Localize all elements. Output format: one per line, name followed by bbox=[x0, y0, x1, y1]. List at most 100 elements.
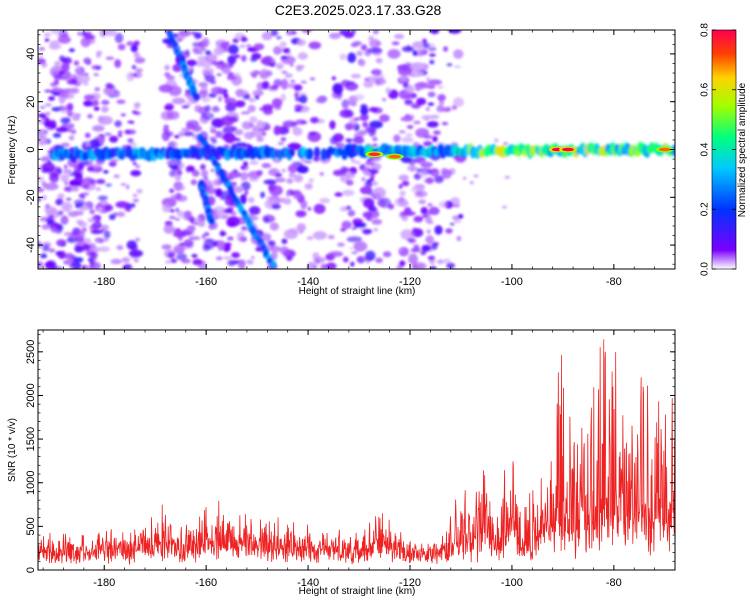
spectrogram-cell bbox=[239, 44, 246, 48]
spectrogram-cell bbox=[191, 169, 200, 177]
spectrogram-cell bbox=[43, 182, 59, 191]
spectrogram-cell bbox=[312, 230, 327, 240]
spectrogram-cell bbox=[193, 218, 203, 223]
spectrogram-cell bbox=[38, 197, 42, 202]
spectrogram-cell bbox=[433, 168, 438, 172]
spectrogram-cell bbox=[420, 161, 433, 168]
spectrogram-cell bbox=[200, 163, 206, 171]
spectrogram-cell bbox=[101, 99, 110, 106]
spectrogram-cell bbox=[166, 159, 179, 165]
spectrogram-cell bbox=[350, 103, 357, 107]
spectrogram-cell bbox=[201, 234, 206, 239]
spectrogram-cell bbox=[78, 193, 84, 198]
spectrogram-cell bbox=[420, 206, 428, 215]
oblique-track-cell bbox=[193, 93, 200, 101]
spectrogram-cell bbox=[123, 263, 133, 269]
spectrogram-cell bbox=[249, 176, 259, 182]
spectrogram-cell bbox=[116, 99, 126, 104]
spectrogram-cell bbox=[329, 136, 338, 145]
spectrogram-cell bbox=[181, 105, 190, 109]
spectrogram-cell bbox=[201, 112, 215, 121]
colorbar-tick-label: 0.6 bbox=[700, 82, 711, 96]
spectrogram-cell bbox=[68, 135, 75, 141]
spectrogram-cell bbox=[473, 174, 479, 178]
spectrogram-cell bbox=[289, 63, 294, 67]
colorbar: 0.0 0.2 0.4 0.6 0.8 Normalized spectral ampl… bbox=[700, 23, 749, 276]
spectrogram-cell bbox=[204, 105, 211, 112]
spectrogram-cell bbox=[244, 190, 249, 196]
spectrogram-cell bbox=[391, 41, 400, 46]
spectrogram-cell bbox=[60, 174, 70, 182]
spectrogram-cell bbox=[223, 256, 232, 260]
snr-series-line bbox=[38, 339, 675, 565]
spectrogram-cell bbox=[350, 73, 361, 79]
spectrogram-cell bbox=[297, 52, 308, 60]
spectrogram-cell bbox=[254, 94, 260, 100]
spectrogram-cell bbox=[182, 131, 194, 137]
spectrogram-cell bbox=[426, 234, 434, 243]
spectrogram-cell bbox=[353, 94, 365, 101]
spectrogram-cell bbox=[441, 122, 449, 126]
spectrogram-cell bbox=[95, 179, 106, 185]
spectrogram-cell bbox=[393, 134, 401, 143]
spectrogram-cell bbox=[48, 248, 56, 253]
spectrogram-cell bbox=[274, 177, 286, 183]
spectrogram-cell bbox=[295, 210, 307, 218]
spectrogram-cell bbox=[130, 44, 138, 53]
spectrogram-cell bbox=[280, 137, 287, 142]
spectrogram-cell bbox=[270, 30, 278, 37]
spectrogram-cell bbox=[108, 85, 116, 89]
spectrogram-cell bbox=[362, 198, 375, 209]
snr-y-label: SNR (10 * v/v) bbox=[7, 418, 18, 482]
spectrogram-cell bbox=[210, 129, 217, 134]
spectrogram-cell bbox=[103, 86, 117, 96]
spectrogram-cell bbox=[38, 261, 44, 269]
spectrogram-cell bbox=[42, 194, 47, 201]
spectrogram-cell bbox=[315, 97, 327, 104]
spectrogram-cell bbox=[114, 120, 122, 128]
spectrogram-cell bbox=[54, 60, 61, 67]
spectrogram-cell bbox=[136, 188, 143, 194]
snr-frame bbox=[37, 329, 676, 571]
spectrogram-cell bbox=[96, 66, 101, 70]
spectrogram-cell bbox=[38, 187, 45, 193]
spectrogram-cell bbox=[240, 35, 247, 43]
spectrogram-cell bbox=[66, 78, 78, 85]
spectrogram-cell bbox=[76, 74, 90, 84]
spectrogram-cell bbox=[59, 105, 64, 110]
spectrogram-cell bbox=[226, 75, 238, 81]
spectrogram-cell bbox=[320, 263, 328, 269]
spectrogram-cell bbox=[279, 246, 289, 255]
spectrogram-cell bbox=[381, 97, 387, 102]
spectrogram-cell bbox=[114, 32, 124, 44]
y-tick-label: 0 bbox=[25, 146, 37, 152]
spectrogram-cell bbox=[70, 229, 85, 240]
spectrogram-cell bbox=[203, 176, 209, 181]
spectrogram-cell bbox=[268, 169, 277, 176]
spectrogram-cell bbox=[387, 48, 401, 59]
spectrogram-cell bbox=[365, 250, 376, 261]
spectrogram-cell bbox=[275, 62, 284, 70]
spectrogram-cell bbox=[202, 67, 215, 76]
spectrogram-cell bbox=[494, 138, 499, 143]
spectrogram-cell bbox=[134, 57, 146, 64]
spectrogram-cell bbox=[300, 199, 308, 210]
spectrogram-cell bbox=[341, 220, 352, 230]
spectrogram-cell bbox=[359, 186, 373, 195]
spectrogram-cell bbox=[278, 197, 286, 203]
spectrogram-cell bbox=[437, 94, 446, 102]
spectrogram-cell bbox=[504, 175, 511, 179]
spectrogram-cell bbox=[63, 186, 75, 192]
spectrogram-cell bbox=[436, 259, 444, 265]
spectrogram-cell bbox=[229, 260, 239, 265]
spectrogram-cell bbox=[422, 42, 431, 49]
spectrogram-cell bbox=[190, 179, 198, 186]
x-tick-label: -160 bbox=[195, 577, 217, 589]
spectrogram-cell bbox=[94, 237, 105, 243]
spectrogram-cell bbox=[280, 93, 286, 102]
spectrogram-cell bbox=[105, 56, 115, 60]
spectrogram-cell bbox=[192, 125, 202, 132]
spectrogram-cell bbox=[283, 198, 292, 205]
spectrogram-cell bbox=[373, 227, 379, 232]
spectrogram-cell bbox=[81, 264, 88, 269]
